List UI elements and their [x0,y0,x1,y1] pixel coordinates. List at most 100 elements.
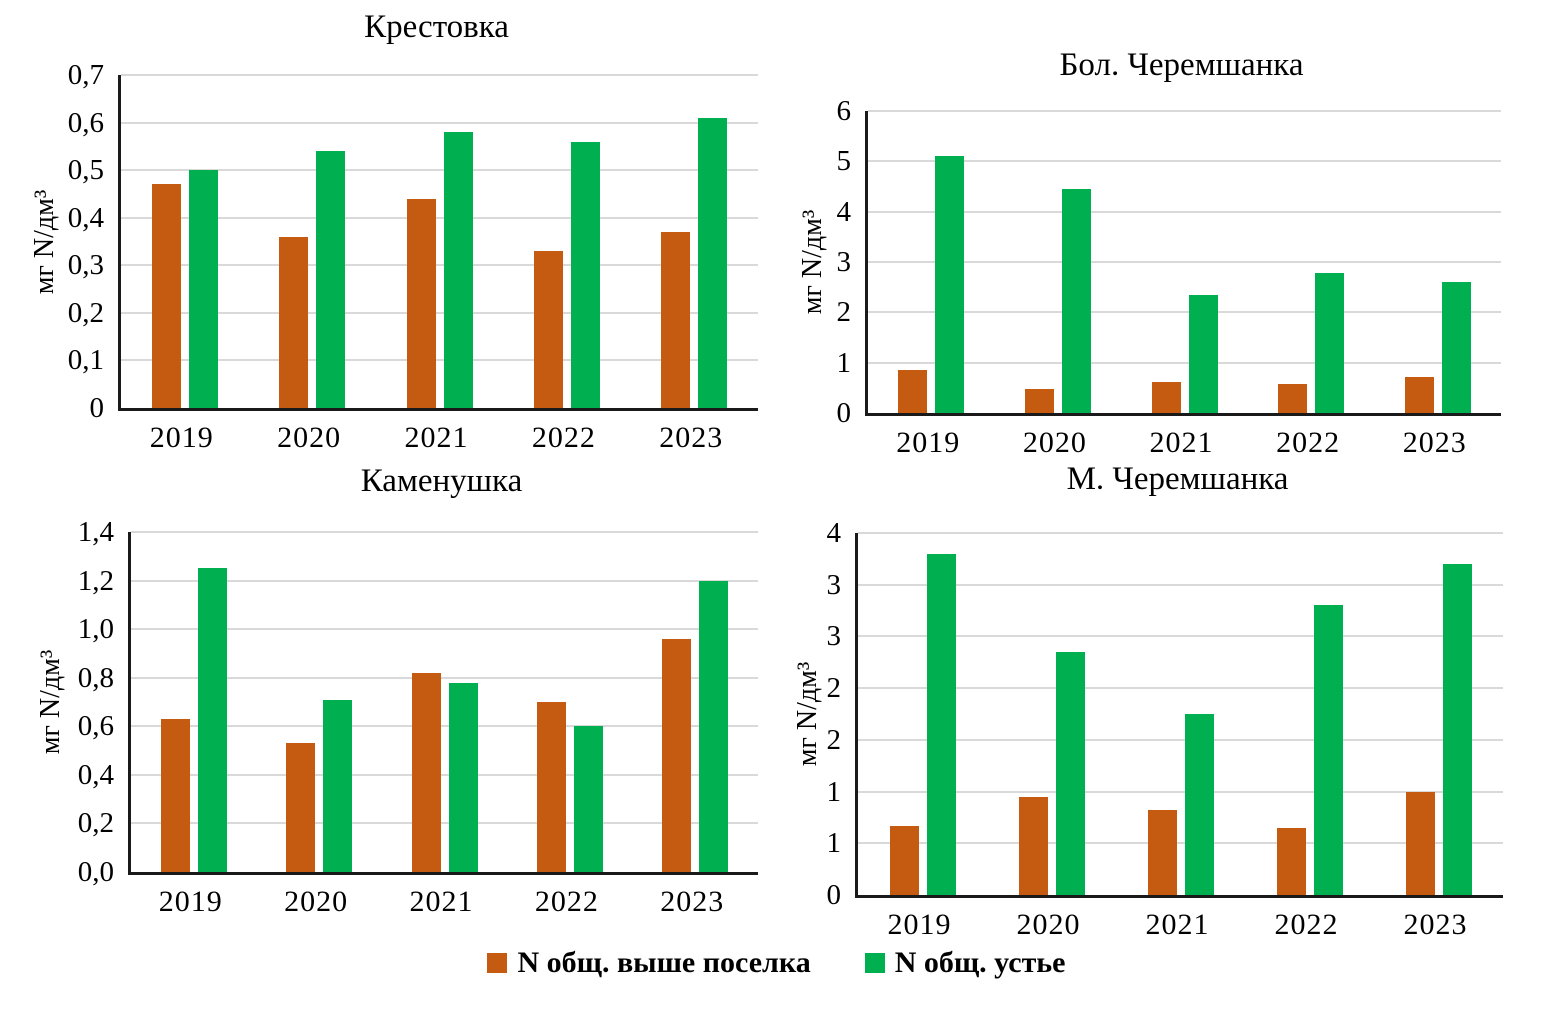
bar [197,568,227,872]
bar [926,553,956,895]
gridline [858,532,1503,534]
y-tick-label: 1 [826,827,842,860]
bar [406,198,436,408]
legend-label: N общ. устье [894,946,1066,979]
y-tick-label: 0,0 [77,856,114,888]
bar [1315,273,1345,413]
gridline [868,160,1501,163]
bar [898,370,928,413]
y-tick-label: 0,1 [67,344,104,377]
bar [188,170,218,408]
bar [1278,383,1308,413]
bar [286,743,316,872]
gridline [131,628,758,631]
gridline [121,121,758,124]
bar [1147,810,1177,895]
gridline [858,790,1503,793]
bar [536,702,566,872]
bar [573,726,603,872]
bar [1442,564,1472,895]
y-tick-label: 0,3 [67,249,104,282]
x-tick-label: 2019 [896,426,961,459]
chart-title: Каменушка [360,463,523,499]
gridline [858,738,1503,741]
x-tick-label: 2023 [1403,908,1468,941]
legend-item: N общ. выше поселка [487,946,811,980]
x-tick-label: 2021 [404,421,469,454]
bar [316,151,346,408]
y-tick-label: 2 [826,723,842,756]
y-tick-label: 0,6 [77,710,114,743]
bar [1024,389,1054,413]
bar [1018,796,1048,895]
y-tick-label: 0,2 [67,296,104,329]
chart-title: Крестовка [364,9,509,45]
gridline [121,169,758,172]
bar [443,132,473,408]
y-tick-label: 2 [836,296,852,329]
x-tick-label: 2021 [1149,426,1214,459]
x-tick-label: 2019 [149,421,214,454]
bar [1313,605,1343,895]
y-tick-label: 3 [826,568,842,601]
y-tick-label: 0,2 [77,807,114,840]
bar [1441,282,1471,413]
chart-title: Бол. Черемшанка [1059,47,1304,83]
gridline [858,687,1503,690]
x-tick-label: 2019 [158,885,223,918]
gridline [868,361,1501,364]
x-tick-label: 2021 [1145,908,1210,941]
plot-area [865,110,1501,416]
y-tick-label: 1,2 [77,564,114,597]
bar [699,580,729,872]
gridline [131,579,758,582]
x-tick-label: 2021 [409,885,474,918]
bar [661,232,691,408]
y-tick-label: 3 [826,620,842,653]
chart-kamenushka: Каменушка мг N/дм³ 0,0 0,2 0,4 0,6 0,8 1,0 1,2… [0,460,776,940]
bar [323,699,353,872]
legend-swatch-icon [864,953,885,973]
gridline [868,110,1501,112]
plot-area [118,74,758,411]
y-tick-label: 6 [836,95,852,127]
y-tick-label: 1 [836,346,852,379]
bar [889,825,919,895]
gridline [131,725,758,728]
bar [1151,381,1181,413]
bar [1188,294,1218,413]
gridline [868,311,1501,314]
gridline [131,676,758,679]
chart-bol-cheremshanka: Бол. Черемшанка мг N/дм³ 0 1 2 3 4 5 6 2019 2020… [776,0,1553,460]
bar [1276,827,1306,895]
plot-area [128,531,758,875]
x-tick-label: 2019 [887,908,952,941]
y-tick-label: 1 [826,775,842,808]
bar [411,672,441,872]
bar [570,141,600,408]
x-tick-label: 2023 [659,421,724,454]
gridline [121,311,758,314]
x-tick-label: 2020 [1022,426,1087,459]
chart-krestovka: Крестовка мг N/дм³ 0 0,1 0,2 0,3 0,4 0,5 0,6 0,… [0,0,776,460]
y-tick-label: 0,5 [67,154,104,187]
legend-swatch-icon [487,953,508,973]
gridline [131,773,758,776]
bar [662,638,692,872]
bar [151,184,181,408]
y-tick-label: 0,6 [67,106,104,139]
y-tick-label: 1,0 [77,613,114,646]
x-tick-label: 2023 [1402,426,1467,459]
y-tick-label: 5 [836,145,852,178]
x-tick-label: 2022 [1276,426,1341,459]
y-tick-label: 4 [836,195,852,228]
gridline [131,531,758,533]
bar [279,236,309,408]
gridline [121,359,758,362]
x-tick-label: 2020 [1016,908,1081,941]
gridline [131,822,758,825]
bar [1061,189,1091,413]
legend-item: N общ. устье [864,946,1066,980]
chart-title: М. Черемшанка [1066,461,1289,497]
